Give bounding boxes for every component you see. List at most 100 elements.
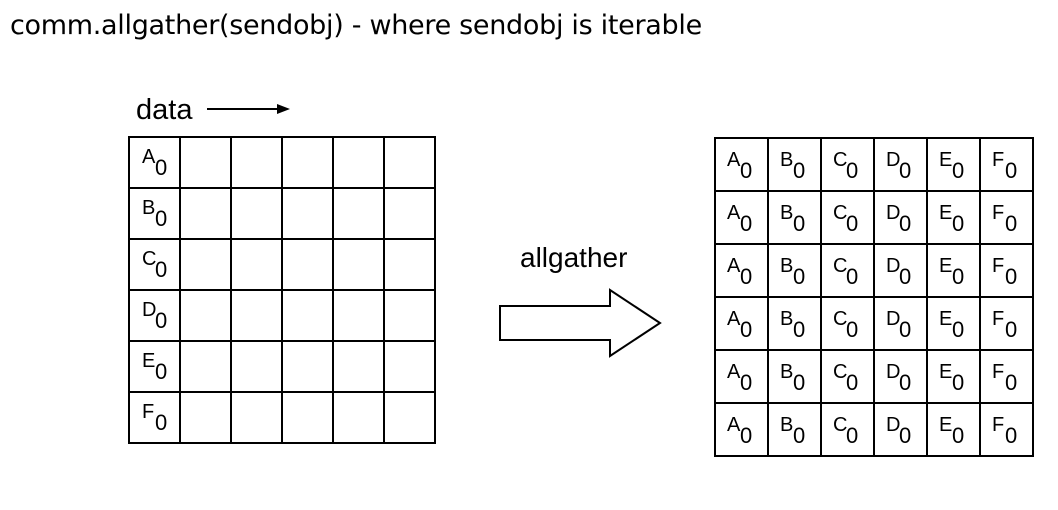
grid-cell	[179, 238, 232, 291]
cell-letter: A	[142, 146, 156, 168]
grid-cell	[230, 289, 283, 342]
cell-letter: E	[939, 202, 953, 224]
cell-letter: A	[727, 202, 741, 224]
cell-letter: F	[992, 255, 1005, 277]
cell-subscript: 0	[793, 158, 806, 183]
cell-subscript: 0	[155, 206, 168, 231]
allgather-arrow-icon	[499, 288, 662, 358]
grid-cell	[332, 340, 385, 393]
cell-letter: F	[992, 308, 1005, 330]
cell-subscript: 0	[155, 257, 168, 282]
grid-cell	[332, 391, 385, 444]
grid-cell	[179, 340, 232, 393]
grid-cell	[179, 289, 232, 342]
cell-subscript: 0	[899, 317, 912, 342]
cell-letter: D	[886, 308, 901, 330]
grid-cell	[179, 136, 232, 189]
cell-letter: E	[939, 361, 953, 383]
cell-letter: B	[780, 361, 794, 383]
cell-subscript: 0	[952, 211, 965, 236]
grid-cell	[383, 238, 436, 291]
grid-cell	[383, 187, 436, 240]
cell-letter: B	[780, 202, 794, 224]
cell-letter: B	[780, 255, 794, 277]
cell-letter: B	[780, 308, 794, 330]
cell-subscript: 0	[846, 317, 859, 342]
grid-cell	[230, 136, 283, 189]
cell-subscript: 0	[155, 410, 168, 435]
grid-cell	[230, 340, 283, 393]
cell-letter: D	[886, 202, 901, 224]
cell-subscript: 0	[899, 264, 912, 289]
cell-subscript: 0	[952, 423, 965, 448]
cell-letter: E	[142, 350, 156, 372]
grid-cell	[383, 340, 436, 393]
grid-cell	[179, 187, 232, 240]
cell-subscript: 0	[793, 370, 806, 395]
grid-cell	[281, 391, 334, 444]
cell-letter: D	[886, 361, 901, 383]
cell-subscript: 0	[846, 264, 859, 289]
cell-letter: D	[886, 414, 901, 436]
cell-subscript: 0	[899, 423, 912, 448]
cell-subscript: 0	[899, 211, 912, 236]
cell-letter: C	[833, 149, 848, 171]
grid-cell	[383, 136, 436, 189]
cell-subscript: 0	[1005, 317, 1018, 342]
cell-letter: F	[142, 401, 155, 423]
cell-letter: D	[886, 149, 901, 171]
cell-letter: C	[833, 202, 848, 224]
cell-letter: C	[833, 414, 848, 436]
grid-cell	[383, 391, 436, 444]
cell-letter: B	[142, 197, 156, 219]
grid-cell	[281, 238, 334, 291]
cell-subscript: 0	[155, 308, 168, 333]
cell-letter: F	[992, 361, 1005, 383]
cell-subscript: 0	[846, 370, 859, 395]
grid-cell	[230, 391, 283, 444]
cell-subscript: 0	[846, 423, 859, 448]
grid-cell	[332, 289, 385, 342]
cell-letter: A	[727, 414, 741, 436]
grid-cell	[281, 340, 334, 393]
cell-subscript: 0	[1005, 158, 1018, 183]
cell-subscript: 0	[899, 158, 912, 183]
data-label: data	[136, 94, 193, 126]
cell-letter: E	[939, 255, 953, 277]
